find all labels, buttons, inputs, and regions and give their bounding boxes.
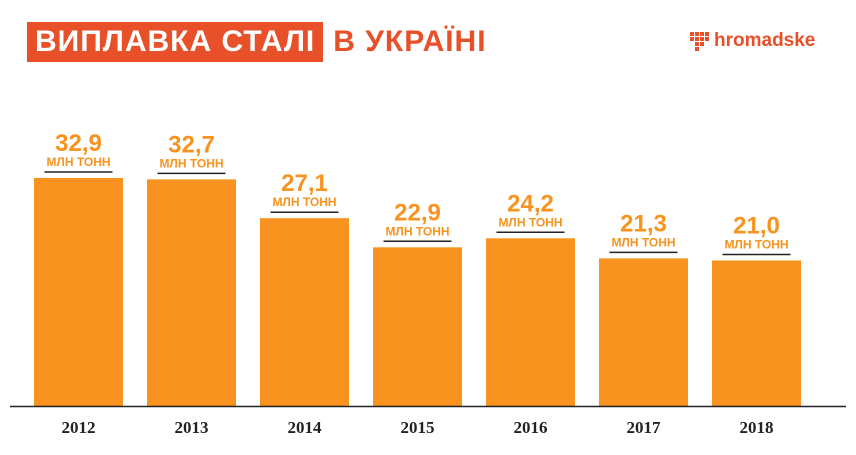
- bar-2014: [260, 218, 349, 406]
- x-tick-2016: 2016: [514, 418, 548, 437]
- value-label-2014: 27,1: [281, 170, 328, 197]
- brand-name: hromadske: [714, 30, 816, 51]
- value-label-2012: 32,9: [55, 130, 102, 157]
- unit-label-2012: МЛН ТОНН: [46, 155, 110, 169]
- value-label-2018: 21,0: [733, 212, 780, 239]
- bar-2016: [486, 238, 575, 406]
- x-tick-2012: 2012: [62, 418, 96, 437]
- unit-label-2017: МЛН ТОНН: [611, 235, 675, 249]
- unit-label-2018: МЛН ТОНН: [724, 237, 788, 251]
- bar-2012: [34, 178, 123, 406]
- unit-label-2015: МЛН ТОНН: [385, 224, 449, 238]
- unit-label-2013: МЛН ТОНН: [159, 156, 223, 170]
- x-tick-2017: 2017: [627, 418, 662, 437]
- brand-logo: hromadske: [690, 30, 815, 52]
- bar-2017: [599, 258, 688, 406]
- x-tick-2018: 2018: [740, 418, 774, 437]
- title-rest: В УКРАЇНІ: [333, 25, 487, 58]
- value-label-2013: 32,7: [168, 131, 215, 158]
- x-tick-2014: 2014: [288, 418, 323, 437]
- value-label-2017: 21,3: [620, 210, 667, 237]
- hromadske-dot-logo-icon: [690, 31, 709, 51]
- value-label-2015: 22,9: [394, 199, 441, 226]
- bar-2018: [712, 260, 801, 406]
- x-tick-2013: 2013: [175, 418, 209, 437]
- bar-2015: [373, 247, 462, 406]
- unit-label-2014: МЛН ТОНН: [272, 195, 336, 209]
- x-tick-2015: 2015: [401, 418, 435, 437]
- unit-label-2016: МЛН ТОНН: [498, 215, 562, 229]
- title-highlight: ВИПЛАВКА СТАЛІ: [27, 22, 324, 62]
- chart-title: ВИПЛАВКА СТАЛІ В УКРАЇНІ: [27, 22, 487, 62]
- value-label-2016: 24,2: [507, 190, 554, 217]
- bar-2013: [147, 179, 236, 406]
